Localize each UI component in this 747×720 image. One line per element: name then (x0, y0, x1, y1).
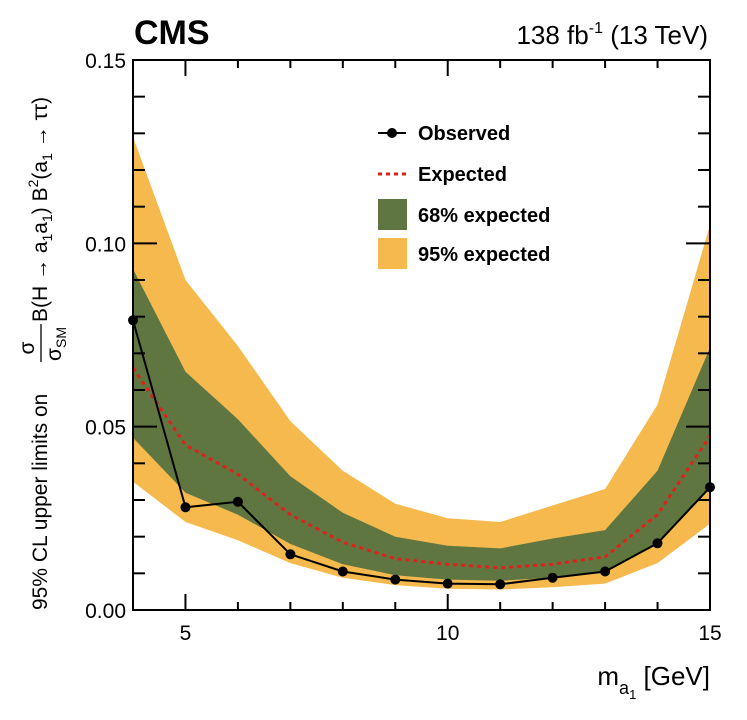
observed-point (180, 502, 191, 513)
observed-point (390, 574, 401, 585)
observed-point (652, 538, 663, 549)
limit-lines (128, 315, 715, 590)
experiment-label: CMS (134, 14, 210, 52)
plot-border (132, 59, 711, 611)
observed-point (600, 566, 611, 577)
y-axis-fraction-denominator: σSM (43, 327, 69, 361)
y-tick-label: 0.00 (85, 600, 126, 623)
legend-label-observed: Observed (418, 123, 510, 145)
luminosity-label: 138 fb-1 (13 TeV) (516, 20, 708, 50)
y-tick-label: 0.10 (85, 233, 126, 256)
axis-ticks: 0.00 0.05 0.10 0.15 5 10 15 (85, 50, 722, 645)
observed-point (337, 566, 348, 577)
x-tick-label: 10 (436, 622, 459, 645)
legend-95-swatch (378, 238, 407, 269)
y-axis-fraction-numerator: σ (16, 341, 39, 354)
y-tick-label: 0.05 (85, 417, 126, 440)
legend-68-swatch (378, 199, 407, 230)
y-tick-label: 0.15 (85, 50, 126, 73)
observed-point (442, 578, 453, 589)
observed-point (495, 579, 506, 590)
observed-point (232, 496, 243, 507)
observed-point (285, 549, 296, 560)
legend: Observed Expected 68% expected 95% expected (378, 123, 550, 269)
observed-point (547, 572, 558, 583)
legend-label-band95: 95% expected (418, 244, 550, 266)
legend-observed-marker (387, 128, 397, 138)
y-axis-expression: B(H → a1a1) B2(a1 → ττ) (25, 97, 55, 322)
plot-frame (132, 59, 711, 611)
x-axis-title: ma1 [GeV] (597, 661, 710, 702)
observed-line (132, 320, 711, 586)
x-tick-label: 5 (180, 622, 192, 645)
legend-label-band68: 68% expected (418, 205, 550, 227)
x-tick-label: 15 (698, 622, 721, 645)
y-axis-title: 95% CL upper limits on σ σSM B(H → a1a1)… (16, 97, 69, 610)
legend-label-expected: Expected (418, 164, 507, 186)
expected-line (131, 367, 712, 570)
svg-text:95% CL upper limits on: 95% CL upper limits on (29, 394, 52, 610)
